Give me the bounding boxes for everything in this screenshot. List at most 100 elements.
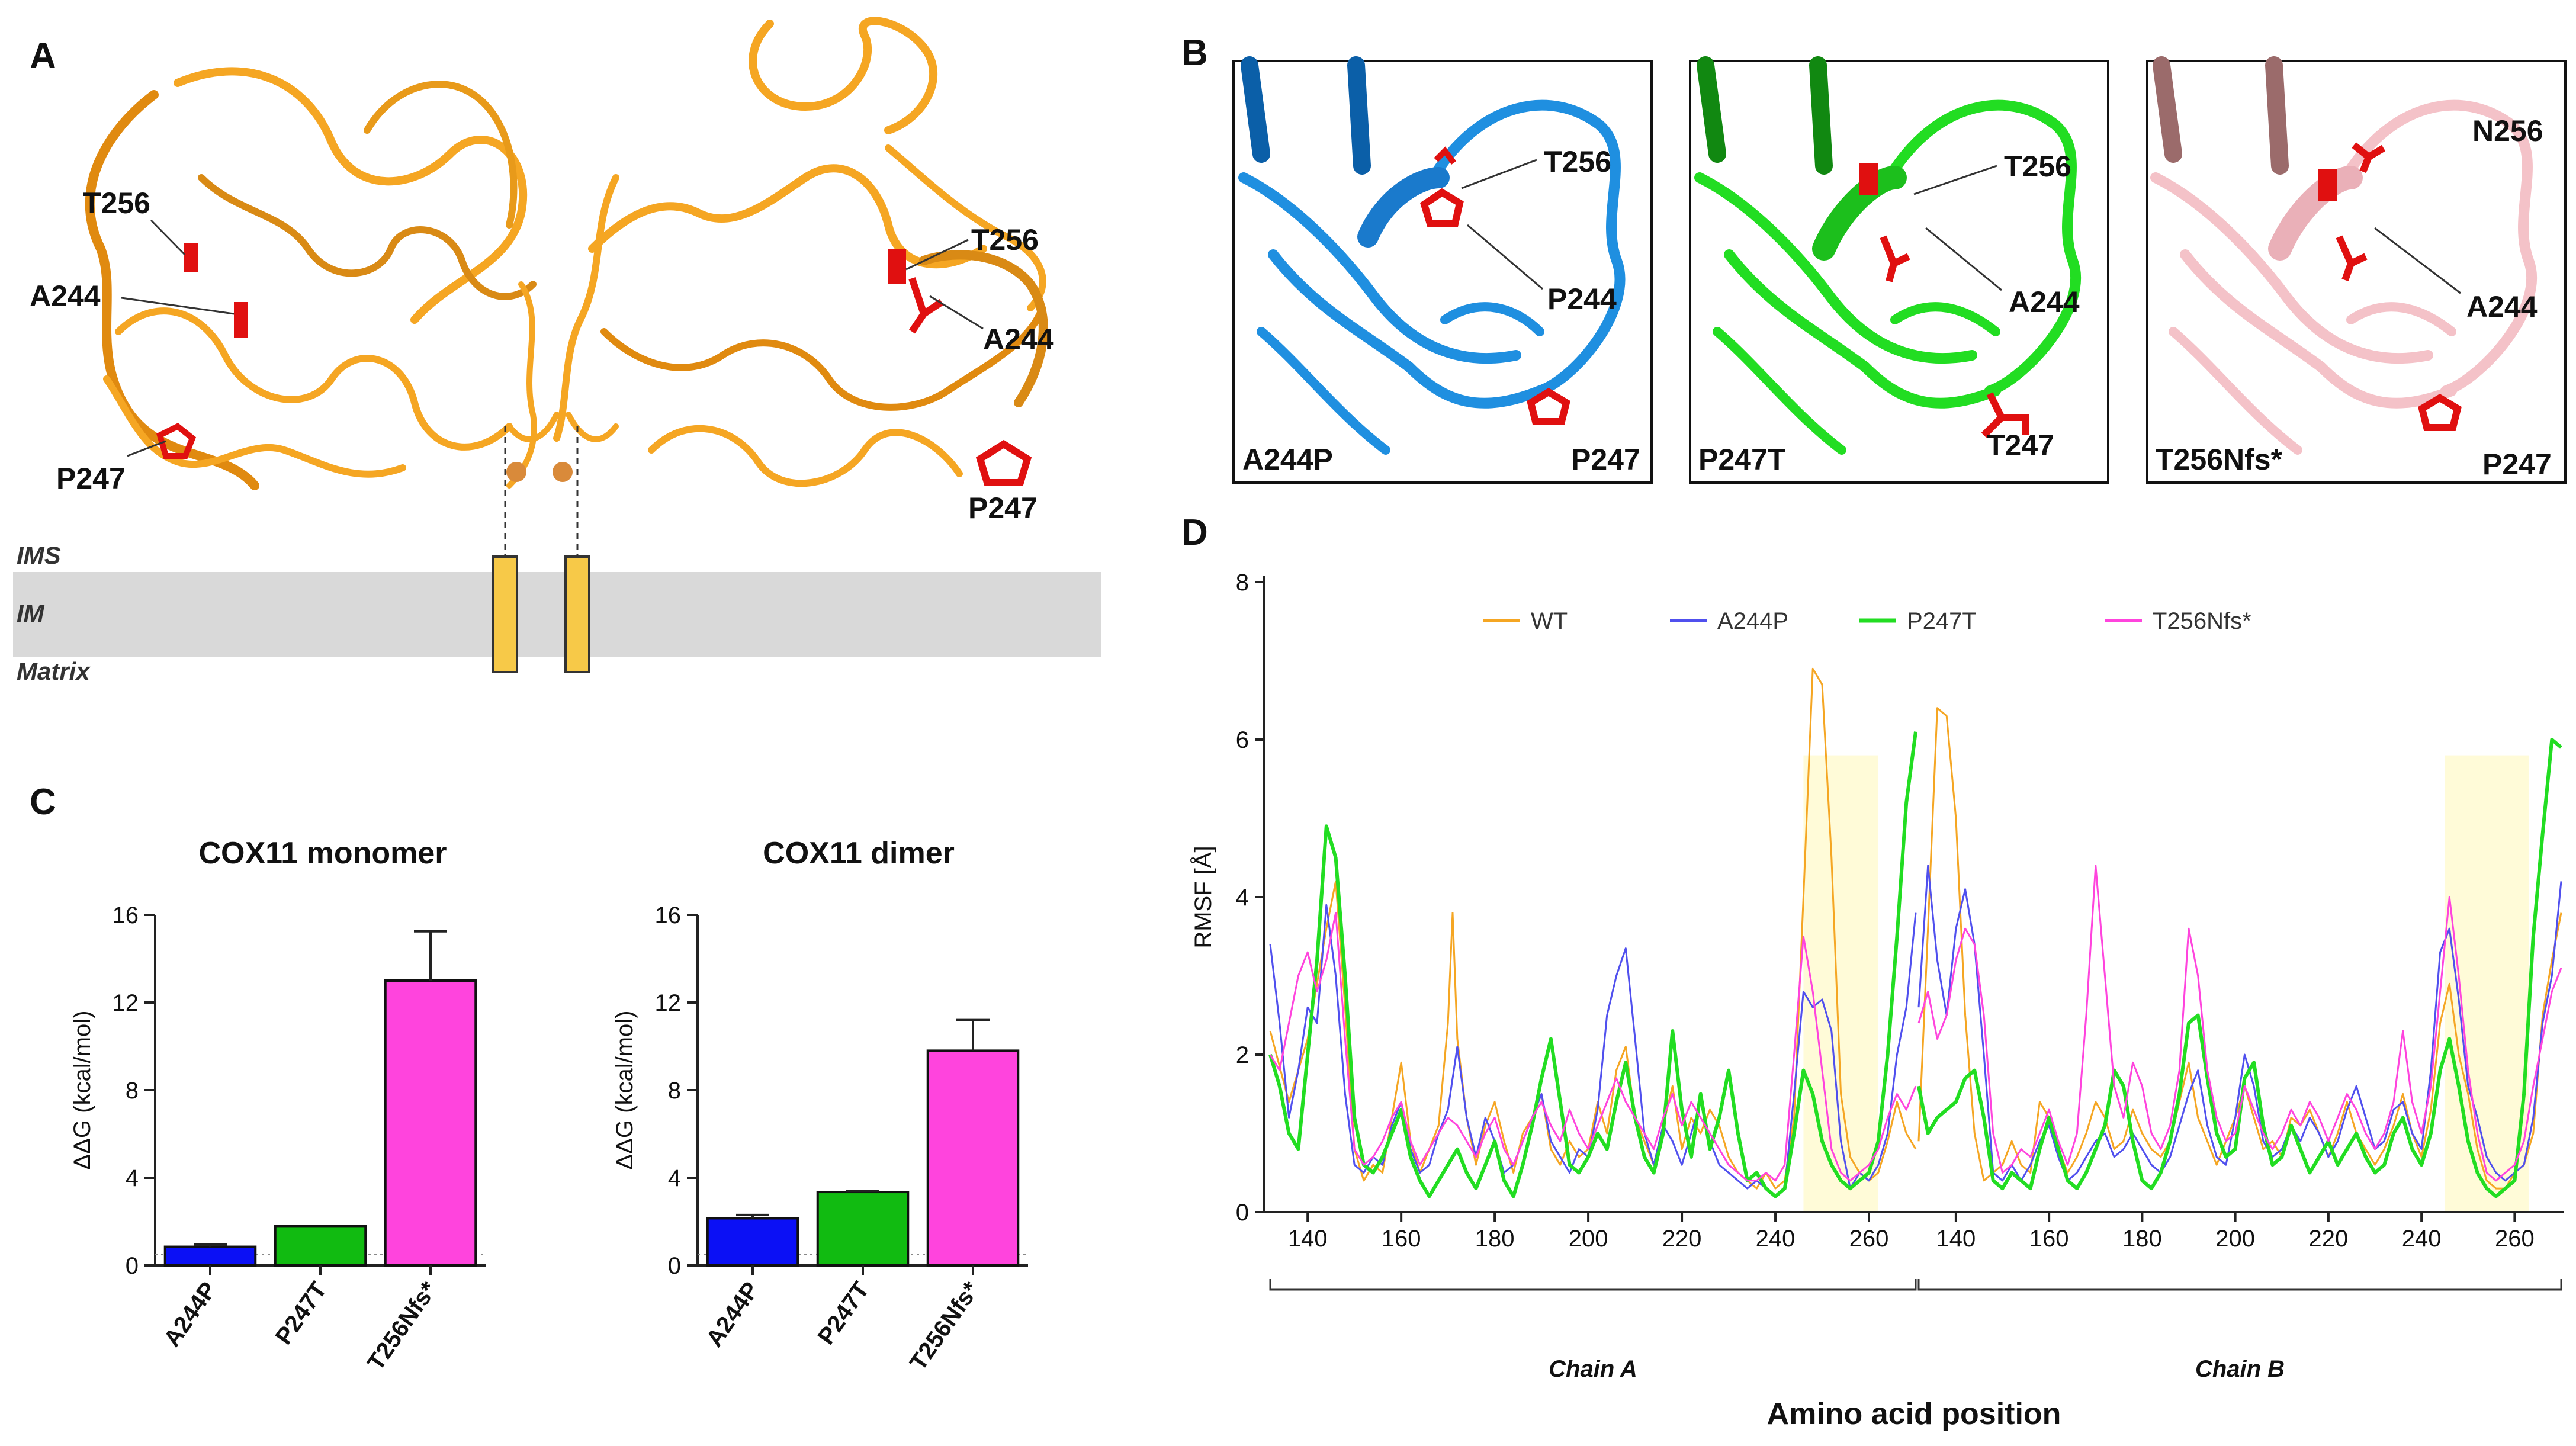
label-ims: IMS bbox=[17, 541, 61, 569]
legend-label: T256Nfs* bbox=[2153, 608, 2251, 634]
y-tick-label: 8 bbox=[126, 1078, 139, 1104]
y-tick-label: 6 bbox=[1236, 727, 1249, 753]
label-a244-left: A244 bbox=[30, 279, 101, 313]
x-tick-label: 160 bbox=[2029, 1226, 2069, 1252]
bar-chart-monomer: COX11 monomer ΔΔG (kcal/mol) 0 4 8 12 16 A244P P… bbox=[69, 836, 486, 1375]
bar-chart-dimer: COX11 dimer ΔΔG (kcal/mol) 0 4 8 12 16 A244P P24… bbox=[612, 836, 1028, 1375]
x-tick-label: 240 bbox=[2402, 1226, 2442, 1252]
inset-t256nfs-label-a244: A244 bbox=[2466, 290, 2538, 323]
legend-label: WT bbox=[1531, 608, 1568, 634]
x-tick-label: 220 bbox=[2309, 1226, 2349, 1252]
series-line-wt-chain-a bbox=[1269, 667, 1917, 1190]
inset-t256nfs-label-p247: P247 bbox=[2482, 448, 2552, 481]
legend-label: A244P bbox=[1717, 608, 1788, 634]
inset-p247t-label-t256: T256 bbox=[2004, 150, 2071, 183]
bar bbox=[274, 1225, 367, 1267]
bar bbox=[706, 1217, 799, 1267]
highlighted-residues-a bbox=[156, 243, 1032, 486]
inset-a244p-title: A244P bbox=[1242, 443, 1333, 476]
y-tick-label: 2 bbox=[1236, 1042, 1249, 1068]
residue-labels-a: T256 A244 P247 T256 A244 P247 bbox=[30, 187, 1054, 525]
panel-c-label: C bbox=[30, 782, 56, 822]
x-tick-label: T256Nfs* bbox=[362, 1277, 442, 1376]
rmsf-line-chart: 0 2 4 6 8 RMSF [Å] 140 160 180 200 220 240 260 140 160… bbox=[1190, 570, 2564, 1431]
residue-marker-t256-right bbox=[888, 249, 906, 284]
y-axis-label: RMSF [Å] bbox=[1190, 846, 1216, 948]
inset-p247t-label-t247: T247 bbox=[1987, 429, 2054, 462]
transmembrane-helix-1 bbox=[492, 555, 518, 673]
x-tick-label: 140 bbox=[1288, 1226, 1328, 1252]
copper-ion-1 bbox=[506, 462, 526, 482]
y-tick-label: 8 bbox=[1236, 570, 1249, 596]
panel-b-label: B bbox=[1181, 33, 1208, 73]
chart-title: COX11 monomer bbox=[198, 836, 447, 870]
label-t256-left: T256 bbox=[83, 187, 150, 220]
label-im: IM bbox=[17, 599, 45, 627]
chart-title: COX11 dimer bbox=[763, 836, 955, 870]
inset-a244p-label-p247: P247 bbox=[1571, 443, 1640, 476]
label-matrix: Matrix bbox=[17, 657, 91, 685]
residue-marker-a244-left bbox=[234, 302, 248, 338]
protein-structure-illustration bbox=[85, 17, 1048, 490]
x-tick-label: 200 bbox=[1569, 1226, 1608, 1252]
x-tick-label: 220 bbox=[1662, 1226, 1702, 1252]
chain-bracket bbox=[1269, 1279, 1917, 1291]
series-line-a244p-chain-a bbox=[1269, 904, 1917, 1197]
panel-a-label: A bbox=[30, 36, 56, 76]
inset-t256nfs: N256 A244 P247 T256Nfs* bbox=[2146, 56, 2567, 484]
x-tick-label: 180 bbox=[1475, 1226, 1515, 1252]
copper-ion-2 bbox=[553, 462, 573, 482]
y-tick-label: 16 bbox=[655, 902, 682, 928]
bar bbox=[384, 979, 477, 1267]
label-a244-right: A244 bbox=[983, 323, 1054, 356]
chain-bracket bbox=[1917, 1279, 2562, 1291]
inset-p247t-title: P247T bbox=[1698, 443, 1785, 476]
inset-t256nfs-title: T256Nfs* bbox=[2156, 443, 2283, 476]
x-tick-label: 160 bbox=[1382, 1226, 1421, 1252]
series-line-t256nfs-chain-b bbox=[1917, 865, 2562, 1182]
transmembrane-helix-2 bbox=[564, 555, 590, 673]
y-tick-label: 4 bbox=[1236, 885, 1249, 911]
series-line-t256nfs-chain-a bbox=[1269, 912, 1917, 1182]
inset-a244p: T256 P244 P247 A244P bbox=[1232, 56, 1653, 484]
y-axis-label: ΔΔG (kcal/mol) bbox=[69, 1010, 95, 1169]
inset-a244p-label-p244: P244 bbox=[1547, 282, 1617, 316]
copper-ions bbox=[506, 462, 573, 482]
bar bbox=[926, 1049, 1020, 1267]
y-tick-label: 8 bbox=[668, 1078, 681, 1104]
bar bbox=[816, 1191, 910, 1267]
inset-t256nfs-label-n256: N256 bbox=[2472, 114, 2543, 147]
x-tick-label: 260 bbox=[1849, 1226, 1889, 1252]
panel-d-label: D bbox=[1181, 512, 1208, 553]
x-tick-label: A244P bbox=[159, 1277, 221, 1351]
label-p247-right: P247 bbox=[968, 491, 1038, 525]
x-tick-label: P247T bbox=[271, 1277, 332, 1349]
x-tick-label: 180 bbox=[2122, 1226, 2162, 1252]
y-tick-label: 4 bbox=[668, 1165, 681, 1191]
x-tick-label: 140 bbox=[1936, 1226, 1976, 1252]
x-tick-label: A244P bbox=[701, 1277, 764, 1351]
y-tick-label: 0 bbox=[126, 1253, 139, 1279]
x-tick-label: T256Nfs* bbox=[905, 1277, 984, 1376]
residue-marker-p247-left bbox=[156, 423, 197, 459]
residue-label-leaders-a bbox=[121, 219, 984, 457]
inset-a244p-label-t256: T256 bbox=[1544, 145, 1611, 178]
inset-p247t: T256 A244 T247 P247T bbox=[1689, 56, 2109, 484]
y-tick-label: 0 bbox=[668, 1253, 681, 1279]
legend-label: P247T bbox=[1907, 608, 1977, 634]
label-t256-right: T256 bbox=[971, 223, 1039, 256]
panel-b: B T256 P244 P247 A244P bbox=[1181, 33, 2567, 484]
panel-a: A bbox=[13, 17, 1101, 685]
bar bbox=[163, 1245, 257, 1267]
y-tick-label: 12 bbox=[655, 990, 682, 1016]
x-tick-label: 260 bbox=[2495, 1226, 2535, 1252]
label-p247-left: P247 bbox=[56, 462, 126, 495]
residue-marker-a244-right bbox=[908, 277, 944, 334]
y-tick-label: 16 bbox=[113, 902, 139, 928]
x-tick-label: 240 bbox=[1756, 1226, 1796, 1252]
series-line-a244p-chain-b bbox=[1917, 865, 2562, 1182]
y-axis-label: ΔΔG (kcal/mol) bbox=[612, 1010, 638, 1169]
x-tick-label: P247T bbox=[813, 1277, 875, 1349]
chain-label: Chain A bbox=[1549, 1356, 1637, 1382]
